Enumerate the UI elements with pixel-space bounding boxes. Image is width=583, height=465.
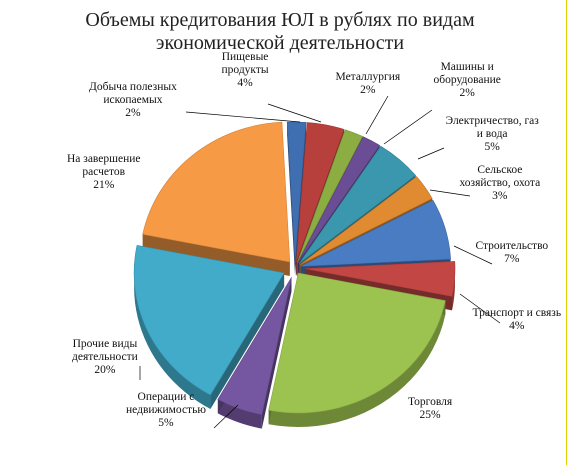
slice-side-8 [268, 300, 446, 427]
slice-label-name: Транспорт и связь [472, 307, 562, 319]
slice-label-name: Электричество, газ [445, 114, 539, 127]
slice-label-name: и вода [476, 127, 508, 140]
slice-6 [300, 199, 451, 267]
slice-wall-10-0 [210, 272, 285, 409]
slice-label-9: Операции с недвижимостью 5% [126, 391, 206, 430]
chart-title-line-2: экономической деятельности [155, 32, 405, 54]
slice-label-name: Торговля [408, 396, 453, 408]
slice-3 [297, 136, 381, 263]
slice-label-4: Электричество, газ и вода 5% [446, 115, 539, 154]
slice-label-percent: 20% [94, 363, 116, 376]
slice-label-percent: 7% [504, 253, 520, 265]
slice-label-name: Сельское [477, 163, 523, 176]
slice-label-name: деятельности [72, 350, 138, 363]
slice-1 [295, 122, 345, 263]
slice-label-name: продукты [221, 63, 269, 76]
slice-label-percent: 21% [93, 178, 115, 191]
slice-label-name: Строительство [475, 240, 549, 252]
slice-label-percent: 3% [492, 189, 508, 202]
leader-line-4 [417, 147, 445, 160]
slice-label-name: На завершение [67, 152, 141, 165]
slice-label-name: оборудование [433, 73, 501, 86]
slice-label-percent: 2% [360, 84, 376, 96]
slice-wall-9-0 [261, 277, 292, 429]
slice-label-percent: 2% [125, 106, 141, 119]
leader-line-0 [185, 111, 301, 123]
slice-label-name: недвижимостью [126, 403, 206, 416]
slice-10 [133, 244, 285, 396]
slice-4 [298, 145, 417, 264]
slice-label-name: Прочие виды [72, 337, 138, 350]
chart-title-line-1: Объемы кредитования ЮЛ в рублях по видам [85, 9, 475, 31]
slice-label-7: Транспорт и связь 4% [473, 307, 562, 333]
slice-label-1: Пищевые продукты 4% [222, 51, 269, 90]
slice-label-percent: 2% [459, 86, 475, 99]
slice-label-5: Сельское хозяйство, охота 3% [460, 164, 541, 203]
slice-label-name: Машины и [440, 60, 494, 73]
slice-label-name: Пищевые [221, 50, 269, 63]
slice-side-7 [452, 261, 455, 311]
slice-11 [142, 121, 291, 263]
slice-label-name: Операции с [137, 390, 195, 403]
slice-9 [217, 277, 292, 415]
slice-side-9 [217, 399, 262, 429]
slice-side-10 [134, 245, 211, 409]
leader-line-9 [213, 404, 239, 429]
slice-label-8: Торговля 25% [408, 396, 452, 422]
slice-label-percent: 5% [158, 416, 174, 429]
slice-label-name: Добыча полезных [89, 80, 177, 93]
slice-label-percent: 4% [237, 76, 253, 89]
slice-label-name: Металлургия [335, 71, 401, 83]
slice-5 [299, 176, 433, 265]
frame-edge [566, 0, 567, 465]
slice-label-percent: 4% [509, 320, 525, 332]
slice-label-11: На завершение расчетов 21% [67, 153, 141, 192]
leader-line-5 [429, 189, 471, 197]
slice-label-6: Строительство 7% [476, 240, 549, 266]
slice-label-0: Добыча полезных ископаемых 2% [89, 81, 177, 120]
slice-label-name: ископаемых [103, 93, 163, 106]
slice-label-percent: 5% [484, 140, 500, 153]
slice-7 [304, 261, 456, 297]
slice-label-3: Машины и оборудование 2% [434, 61, 501, 100]
leader-line-6 [453, 245, 493, 265]
slice-label-name: хозяйство, охота [459, 176, 541, 189]
leader-line-3 [383, 109, 433, 145]
slice-wall-11-0 [142, 234, 290, 276]
slice-label-percent: 25% [419, 409, 441, 421]
leader-line-2 [365, 95, 389, 135]
slice-2 [296, 129, 363, 263]
slice-label-2: Металлургия 2% [336, 71, 401, 97]
leader-line-1 [267, 103, 322, 123]
leader-line-7 [459, 293, 501, 324]
slice-label-10: Прочие виды деятельности 20% [72, 338, 138, 377]
slice-label-name: расчетов [82, 165, 126, 178]
slice-8 [268, 272, 446, 414]
